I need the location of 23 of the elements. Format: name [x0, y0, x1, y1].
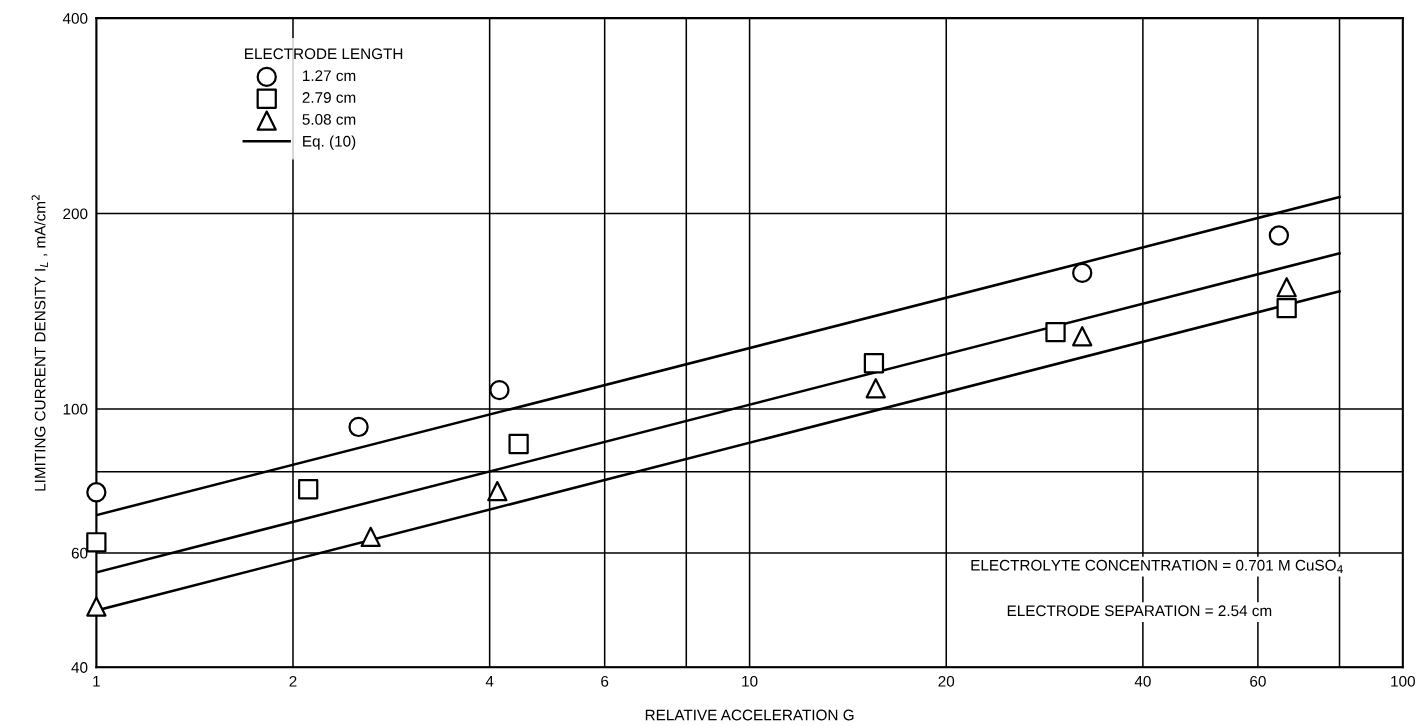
x-tick-label: 20 [938, 675, 955, 687]
x-tick-label: 4 [485, 676, 494, 687]
x-tick-label: 10 [742, 675, 758, 687]
x-tick-label: 2 [289, 675, 297, 687]
x-axis-title: RELATIVE ACCELERATION G [645, 709, 854, 721]
x-tick-label: 1 [93, 676, 100, 687]
y-tick-label: 200 [63, 208, 88, 220]
x-tick-label: 40 [1134, 675, 1151, 687]
x-tick-label: 60 [1250, 675, 1266, 687]
annotation: ELECTROLYTE CONCENTRATION = 0.701 M CuSO$_{4}$ [971, 559, 1343, 574]
legend-label: Eq. (10) [303, 135, 356, 150]
legend-title: ELECTRODE LENGTH [245, 48, 403, 60]
x-tick-label: 6 [601, 675, 609, 687]
x-tick-label: 100 [1391, 675, 1415, 687]
y-tick-label: 40 [71, 662, 88, 673]
annotation: ELECTRODE SEPARATION = 2.54 cm [1007, 605, 1272, 617]
y-tick-label: 400 [62, 13, 88, 24]
legend-label: 5.08 cm [302, 113, 356, 125]
y-tick-label: 100 [63, 403, 88, 415]
legend-label: 1.27 cm [303, 70, 356, 82]
y-tick-label: 60 [71, 547, 88, 559]
y-axis-title: LIMITING CURRENT DENSITY I$_{L}$ , mA/cm$^{2}$ [31, 195, 48, 491]
legend-label: 2.79 cm [302, 92, 356, 103]
